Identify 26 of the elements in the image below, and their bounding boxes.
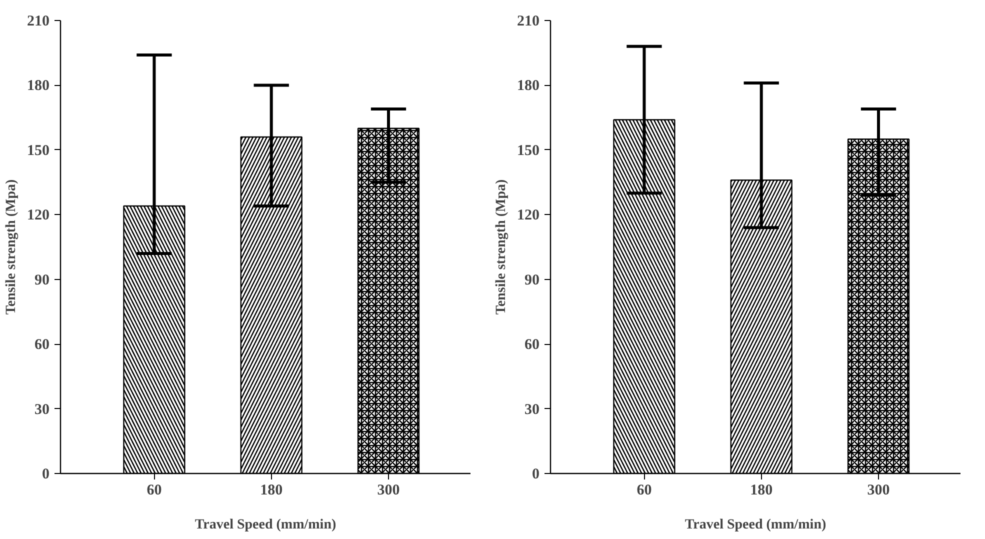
y-tick-label: 60 [34, 337, 50, 354]
y-tick-label: 30 [524, 402, 540, 418]
y-tick-label: 30 [34, 402, 50, 418]
y-tick-label: 90 [34, 272, 50, 288]
y-tick-label: 120 [27, 208, 50, 224]
x-tick-label: 60 [146, 482, 162, 498]
y-tick-label: 90 [524, 272, 540, 288]
y-axis-title: Tensile strength (Mpa) [4, 178, 19, 315]
y-tick-label: 0 [532, 466, 540, 482]
x-axis-title: Travel Speed (mm/min) [684, 518, 826, 532]
y-tick-label: 120 [517, 208, 540, 224]
y-tick-label: 210 [517, 14, 540, 30]
x-axis-title: Travel Speed (mm/min) [194, 518, 336, 532]
y-tick-label: 60 [524, 337, 540, 354]
x-tick-label: 300 [377, 482, 400, 498]
x-tick-label: 180 [260, 482, 283, 498]
x-tick-label: 60 [636, 482, 652, 498]
y-tick-label: 0 [42, 466, 50, 482]
y-tick-label: 150 [27, 142, 50, 159]
y-tick-label: 210 [27, 14, 50, 30]
y-tick-label: 180 [517, 78, 540, 94]
y-axis-title: Tensile strength (Mpa) [494, 178, 509, 315]
x-tick-label: 180 [750, 482, 773, 498]
x-tick-label: 300 [867, 482, 890, 498]
y-tick-label: 180 [27, 78, 50, 94]
y-tick-label: 150 [517, 142, 540, 159]
